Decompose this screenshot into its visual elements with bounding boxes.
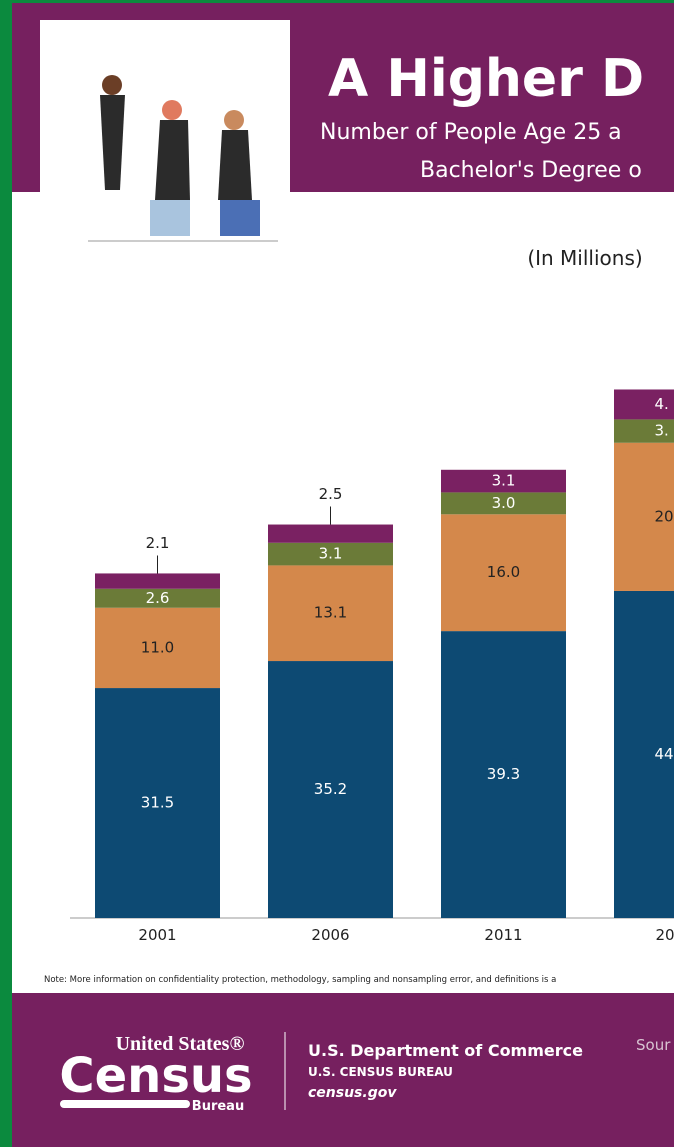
value-label: 2.6 [146,589,170,607]
value-label: 13.1 [314,604,347,622]
bar-segment [95,688,220,918]
bar-segment [268,524,393,543]
bar-segment [441,492,566,515]
bar-segment [614,389,674,420]
bar-segment [268,565,393,662]
note: Note: More information on confidentialit… [44,975,556,985]
bar-segment [614,419,674,443]
value-label: 44 [655,745,674,763]
x-tick-label: 20 [656,926,674,944]
logo-text: United States® [116,1033,245,1055]
x-tick-label: 2011 [484,926,522,944]
bar-segment [441,514,566,632]
value-label: 2.1 [146,534,170,552]
plot: 2001 31.5 11.0 2.6 2.1 2006 35.2 13.1 3.1 2.5 2011… [70,389,674,944]
bar-segment [441,631,566,918]
bureau: U.S. CENSUS BUREAU [308,1065,453,1079]
value-label: 4. [655,395,669,413]
logo-bar [60,1100,190,1108]
graduate-legs [150,200,190,236]
bar-segment [95,607,220,689]
site: census.gov [308,1085,397,1101]
unit-note: (In Millions) [527,246,642,270]
value-label: 3.0 [492,494,516,512]
value-label: 3.1 [492,472,516,490]
graduate [155,120,190,200]
bar-segment [268,542,393,566]
footer-band [12,993,674,1147]
bar-segment [95,588,220,608]
bar-segment [614,442,674,591]
value-label: 3.1 [319,545,343,563]
source: Sour [636,1036,671,1054]
value-label: 2.5 [319,485,343,503]
bar-segment [441,469,566,493]
value-label: 35.2 [314,780,347,798]
graduate-legs [220,200,260,236]
value-label: 39.3 [487,765,520,783]
graduate-head [102,75,122,95]
value-label: 31.5 [141,794,174,812]
value-label: 16.0 [487,563,520,581]
value-label: 11.0 [141,638,174,656]
value-label: 3. [655,422,669,440]
bar-segment [614,590,674,918]
subtitle: Number of People Age 25 a [320,120,622,145]
x-tick-label: 2001 [138,926,176,944]
bar-segment [268,661,393,918]
logo-text: Census [59,1048,252,1104]
value-label: 20 [655,507,674,525]
graduate [218,130,252,200]
x-tick-label: 2006 [311,926,349,944]
illustration [40,20,290,245]
graduate-head [162,100,182,120]
logo-text: Bureau [192,1099,244,1114]
subtitle: Bachelor's Degree o [420,158,642,183]
department: U.S. Department of Commerce [308,1041,583,1060]
bar-segment [95,573,220,589]
graduate-head [224,110,244,130]
graduate [100,95,125,190]
title: A Higher D [328,49,644,109]
